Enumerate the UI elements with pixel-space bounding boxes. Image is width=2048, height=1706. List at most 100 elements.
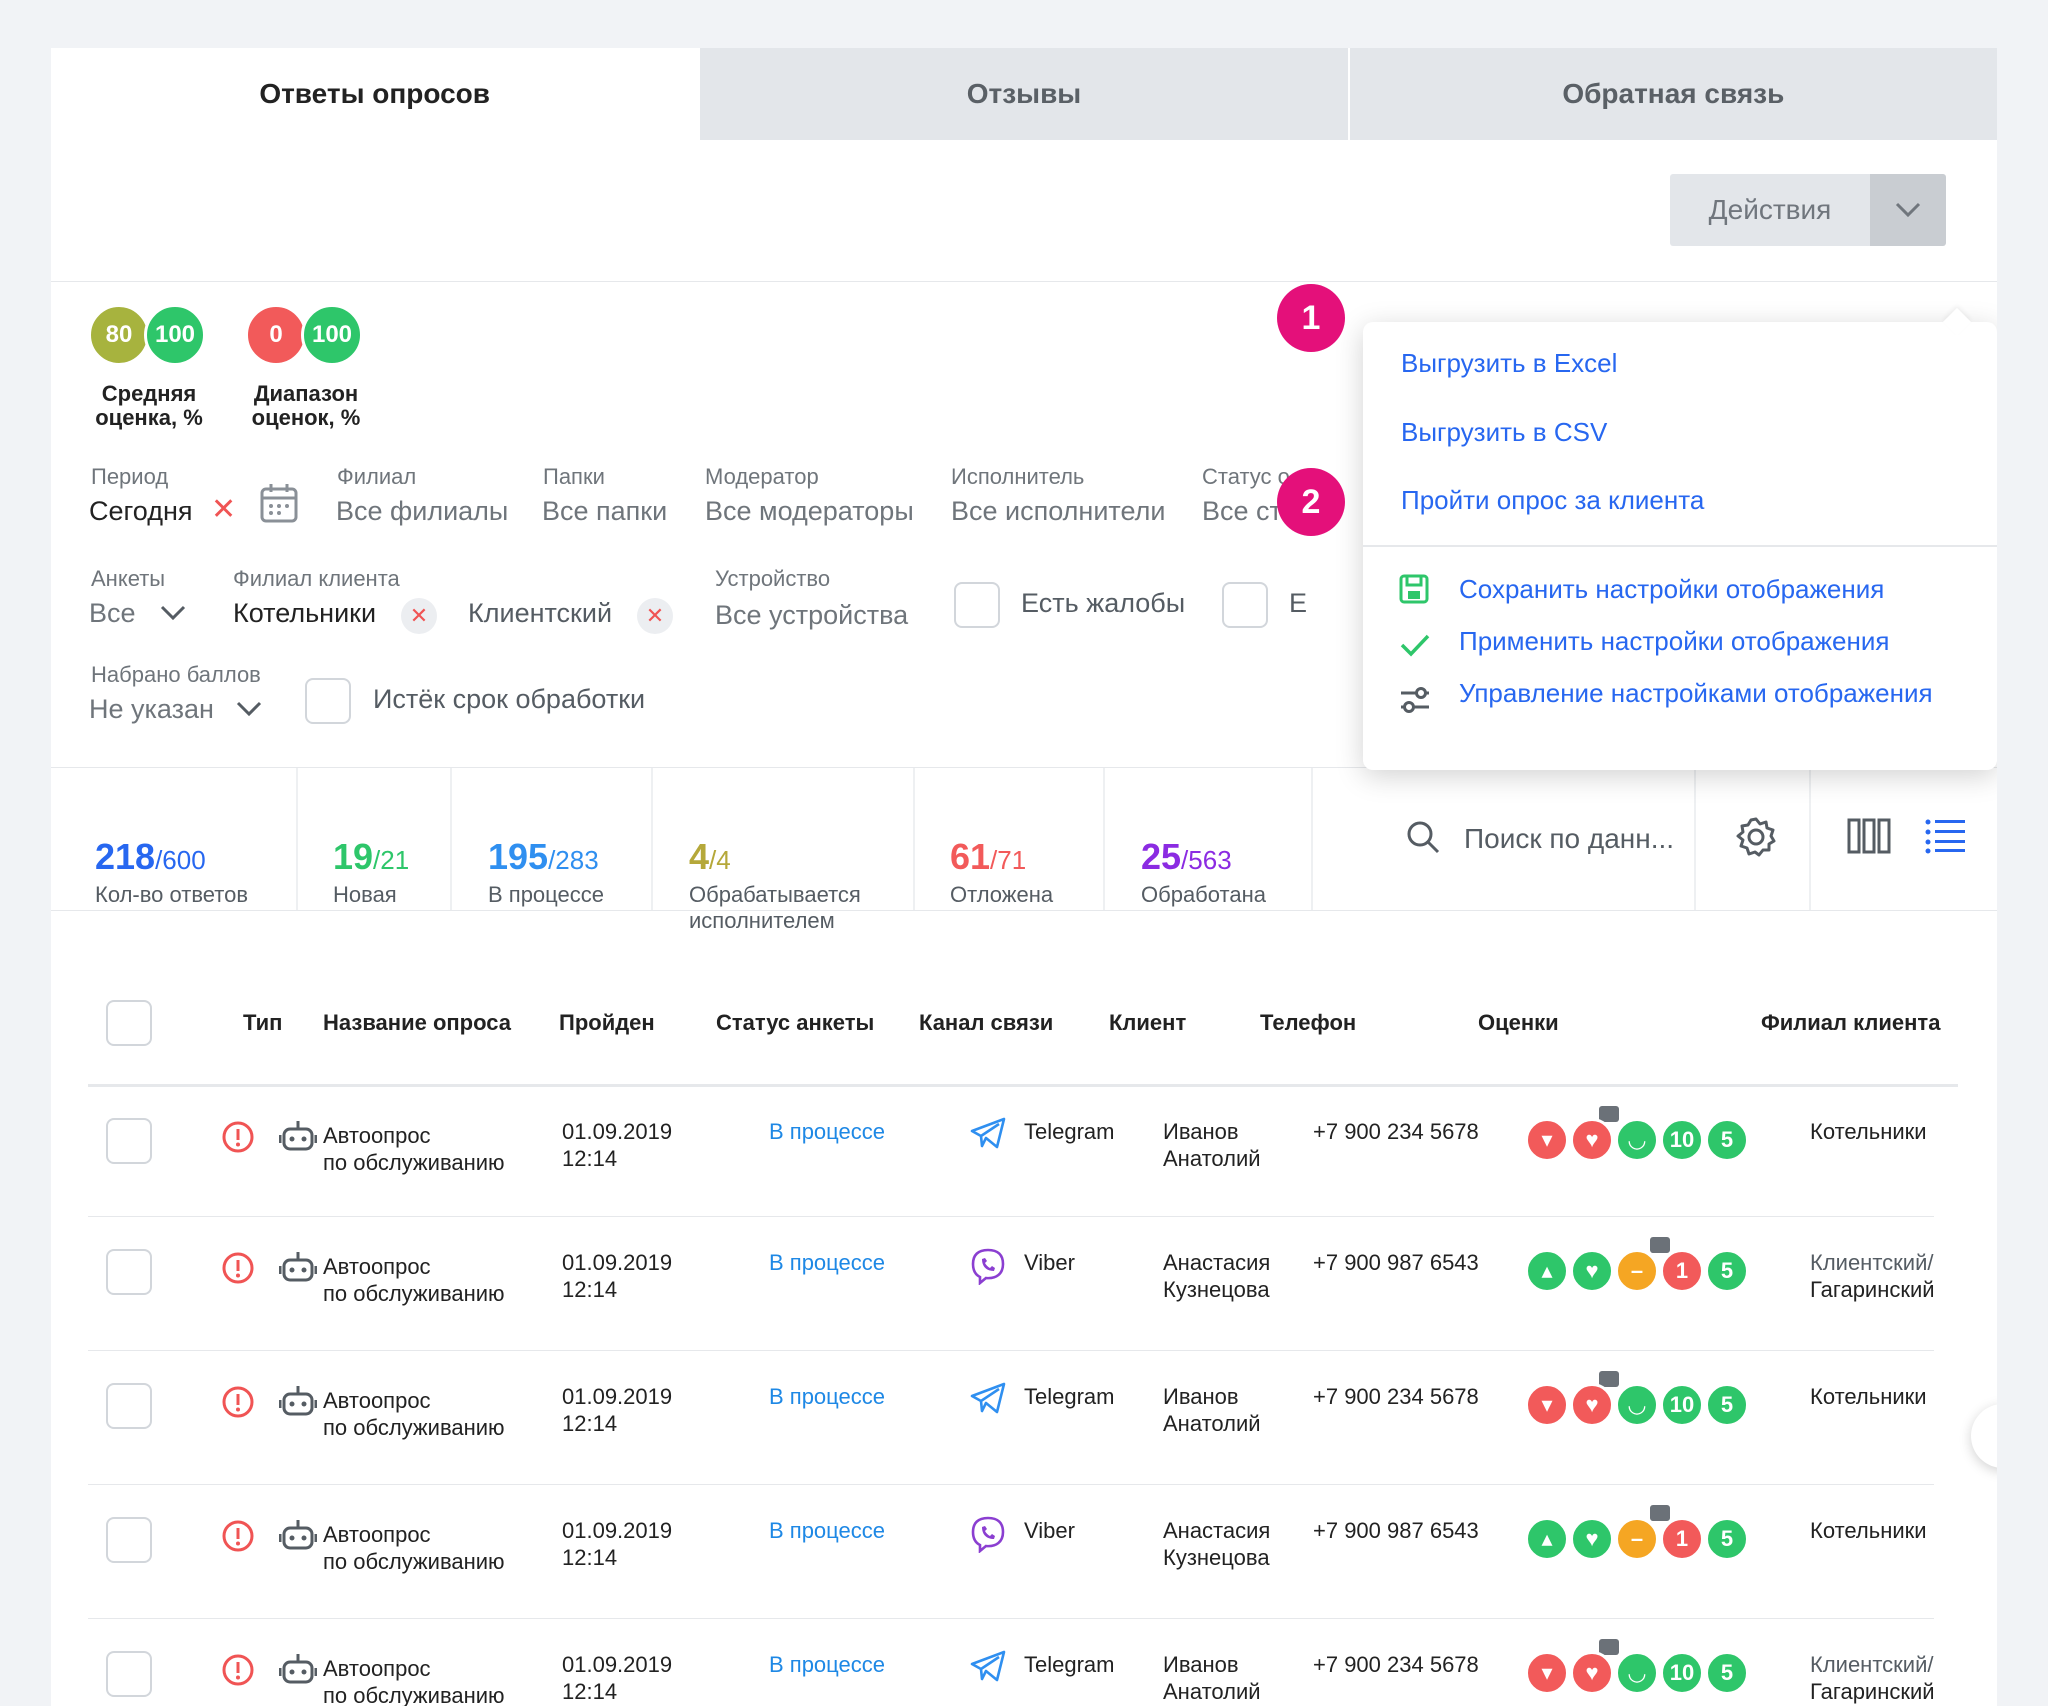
remove-chip-icon[interactable]: ✕ <box>401 598 437 634</box>
table-row[interactable]: Автоопрос по обслуживанию 01.09.2019 12:14 В… <box>88 1618 1935 1706</box>
select-all-checkbox[interactable] <box>106 1000 152 1046</box>
survey-name[interactable]: Автоопрос по обслуживанию <box>323 1655 505 1706</box>
row-checkbox[interactable] <box>106 1118 152 1164</box>
search-box[interactable] <box>1354 768 1744 910</box>
stat-value: 195 <box>488 836 549 877</box>
menu-item-take-survey-for-client[interactable]: Пройти опрос за клиента <box>1401 485 1705 515</box>
form-status-link[interactable]: В процессе <box>769 1250 885 1275</box>
row-checkbox[interactable] <box>106 1383 152 1429</box>
client-name[interactable]: Анастасия Кузнецова <box>1163 1249 1270 1303</box>
gear-icon[interactable] <box>1735 816 1777 863</box>
form-status-link[interactable]: В процессе <box>769 1119 885 1144</box>
client-name[interactable]: Иванов Анатолий <box>1163 1118 1261 1172</box>
column-header-client-branch[interactable]: Филиал клиента <box>1761 1010 1941 1035</box>
tab-survey-answers[interactable]: Ответы опросов <box>51 48 699 140</box>
scroll-right-button[interactable] <box>1971 1404 1997 1468</box>
form-status-link[interactable]: В процессе <box>769 1652 885 1677</box>
folders-select[interactable]: Все папки <box>542 496 668 526</box>
form-status-link[interactable]: В процессе <box>769 1384 885 1409</box>
chevron-down-icon[interactable] <box>235 700 263 723</box>
search-input[interactable] <box>1464 823 1724 855</box>
client-name[interactable]: Иванов Анатолий <box>1163 1651 1261 1705</box>
device-select[interactable]: Все устройства <box>715 600 909 630</box>
menu-item-export-excel[interactable]: Выгрузить в Excel <box>1401 348 1618 378</box>
alert-icon[interactable] <box>221 1251 255 1290</box>
comment-icon[interactable] <box>1650 1237 1670 1253</box>
menu-item-export-csv[interactable]: Выгрузить в CSV <box>1401 417 1608 447</box>
calendar-icon[interactable] <box>259 482 299 529</box>
stat-in-progress[interactable]: 195/283 В процессе <box>488 836 604 908</box>
comment-icon[interactable] <box>1599 1106 1619 1122</box>
column-header-client[interactable]: Клиент <box>1109 1010 1187 1035</box>
column-header-passed[interactable]: Пройден <box>559 1010 655 1035</box>
column-header-channel[interactable]: Канал связи <box>919 1010 1054 1035</box>
date-line: 01.09.2019 <box>562 1119 673 1144</box>
branch-select[interactable]: Все филиалы <box>336 496 509 526</box>
menu-item-apply-display-settings[interactable]: Применить настройки отображения <box>1459 626 1890 656</box>
phone[interactable]: +7 900 234 5678 <box>1313 1119 1479 1144</box>
score-value: 100 <box>154 321 196 348</box>
row-checkbox[interactable] <box>106 1517 152 1563</box>
alert-icon[interactable] <box>221 1653 255 1692</box>
comment-icon[interactable] <box>1599 1639 1619 1655</box>
columns-view-icon[interactable] <box>1847 818 1891 859</box>
form-status-link[interactable]: В процессе <box>769 1518 885 1543</box>
stat-processed[interactable]: 25/563 Обработана <box>1141 836 1266 908</box>
table-row[interactable]: Автоопрос по обслуживанию 01.09.2019 12:14 В… <box>88 1350 1934 1484</box>
clear-period-icon[interactable]: ✕ <box>211 493 237 526</box>
comment-icon[interactable] <box>1599 1371 1619 1387</box>
row-checkbox[interactable] <box>106 1651 152 1697</box>
column-header-survey-name[interactable]: Название опроса <box>323 1010 512 1035</box>
table-row[interactable]: Автоопрос по обслуживанию 01.09.2019 12:14 В… <box>88 1216 1935 1350</box>
stat-postponed[interactable]: 61/71 Отложена <box>950 836 1053 908</box>
column-header-phone[interactable]: Телефон <box>1260 1010 1357 1035</box>
other-checkbox[interactable] <box>1222 582 1268 628</box>
executor-select[interactable]: Все исполнители <box>951 496 1166 526</box>
period-value[interactable]: Сегодня <box>89 496 193 526</box>
survey-name[interactable]: Автоопрос по обслуживанию <box>323 1387 505 1441</box>
alert-icon[interactable] <box>221 1120 255 1159</box>
column-header-type[interactable]: Тип <box>243 1010 283 1035</box>
other-checkbox-label: Е <box>1289 588 1308 618</box>
table-row[interactable]: Автоопрос по обслуживанию 01.09.2019 12:14 В… <box>88 1086 1934 1220</box>
tab-reviews[interactable]: Отзывы <box>700 48 1348 140</box>
row-checkbox[interactable] <box>106 1249 152 1295</box>
chevron-down-icon[interactable] <box>1870 174 1946 246</box>
score-points-select[interactable]: Не указан <box>89 694 214 724</box>
actions-button[interactable]: Действия <box>1670 174 1946 246</box>
menu-item-manage-display-settings[interactable]: Управление настройками отображения <box>1459 678 1933 708</box>
list-view-icon[interactable] <box>1925 818 1965 859</box>
survey-name-line: по обслуживанию <box>323 1683 505 1706</box>
stat-total[interactable]: 218/600 Кол-во ответов <box>95 836 248 908</box>
remove-chip-icon[interactable]: ✕ <box>637 598 673 634</box>
client-name[interactable]: Анастасия Кузнецова <box>1163 1517 1270 1571</box>
survey-name[interactable]: Автоопрос по обслуживанию <box>323 1253 505 1307</box>
alert-icon[interactable] <box>221 1385 255 1424</box>
stat-executor[interactable]: 4/4 Обрабатывается исполнителем <box>689 836 889 934</box>
column-header-ratings[interactable]: Оценки <box>1478 1010 1559 1035</box>
survey-name[interactable]: Автоопрос по обслуживанию <box>323 1122 505 1176</box>
phone[interactable]: +7 900 987 6543 <box>1313 1250 1479 1275</box>
expired-checkbox[interactable] <box>305 678 351 724</box>
tab-feedback[interactable]: Обратная связь <box>1349 48 1997 140</box>
client-branch: Котельники <box>1810 1383 1927 1410</box>
actions-label[interactable]: Действия <box>1670 174 1870 246</box>
client-name[interactable]: Иванов Анатолий <box>1163 1383 1261 1437</box>
table-row[interactable]: Автоопрос по обслуживанию 01.09.2019 12:14 В… <box>88 1484 1934 1618</box>
complaints-checkbox[interactable] <box>954 582 1000 628</box>
phone[interactable]: +7 900 234 5678 <box>1313 1652 1479 1677</box>
rating-score: 5 <box>1705 1517 1749 1561</box>
survey-name[interactable]: Автоопрос по обслуживанию <box>323 1521 505 1575</box>
moderator-select[interactable]: Все модераторы <box>705 496 914 526</box>
phone[interactable]: +7 900 987 6543 <box>1313 1518 1479 1543</box>
client-branch-chip-1: Котельники <box>233 598 377 628</box>
telegram-icon <box>969 1116 1007 1155</box>
chevron-down-icon[interactable] <box>159 604 187 627</box>
comment-icon[interactable] <box>1650 1505 1670 1521</box>
alert-icon[interactable] <box>221 1519 255 1558</box>
phone[interactable]: +7 900 234 5678 <box>1313 1384 1479 1409</box>
forms-select[interactable]: Все <box>89 598 136 628</box>
menu-item-save-display-settings[interactable]: Сохранить настройки отображения <box>1459 574 1885 604</box>
column-header-form-status[interactable]: Статус анкеты <box>716 1010 875 1035</box>
stat-new[interactable]: 19/21 Новая <box>333 836 409 908</box>
